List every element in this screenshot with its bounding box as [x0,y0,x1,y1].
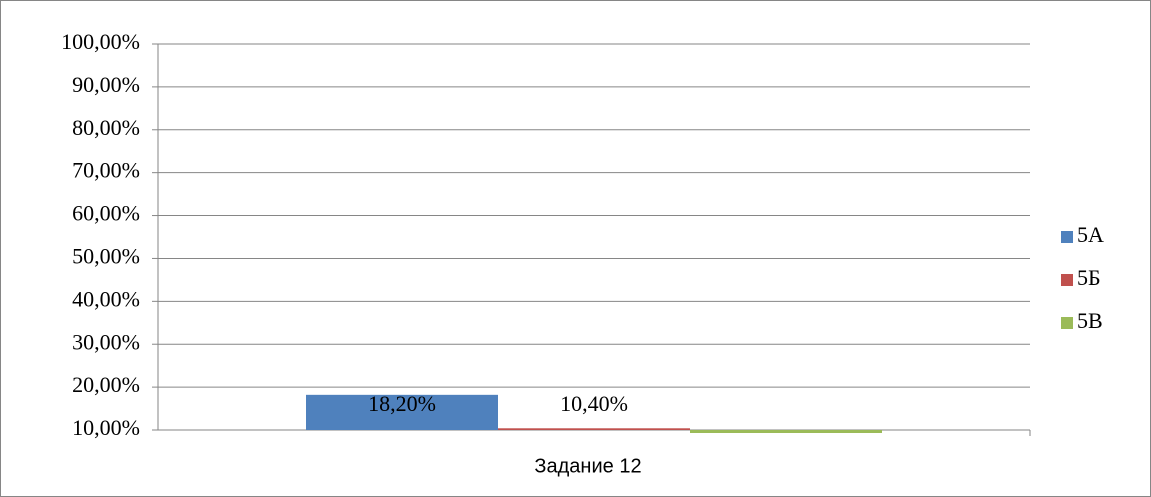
legend-label: 5Б [1077,265,1101,290]
x-tick-label: Задание 12 [534,455,641,477]
y-tick-label: 60,00% [72,201,140,226]
y-tick-label: 100,00% [61,29,140,54]
y-tick-label: 30,00% [72,329,140,354]
y-tick-label: 40,00% [72,286,140,311]
bar [498,428,690,430]
legend-swatch [1061,317,1073,329]
bar [690,430,882,434]
legend-label: 5А [1077,222,1104,247]
y-tick-label: 80,00% [72,115,140,140]
bar [306,394,498,430]
y-tick-label: 10,00% [72,415,140,440]
y-tick-label: 70,00% [72,158,140,183]
data-label: 18,20% [368,391,436,416]
y-tick-label: 50,00% [72,243,140,268]
legend-label: 5В [1077,308,1103,333]
y-tick-label: 90,00% [72,72,140,97]
legend-swatch [1061,274,1073,286]
y-tick-label: 20,00% [72,372,140,397]
legend-swatch [1061,231,1073,243]
data-label: 10,40% [560,391,628,416]
